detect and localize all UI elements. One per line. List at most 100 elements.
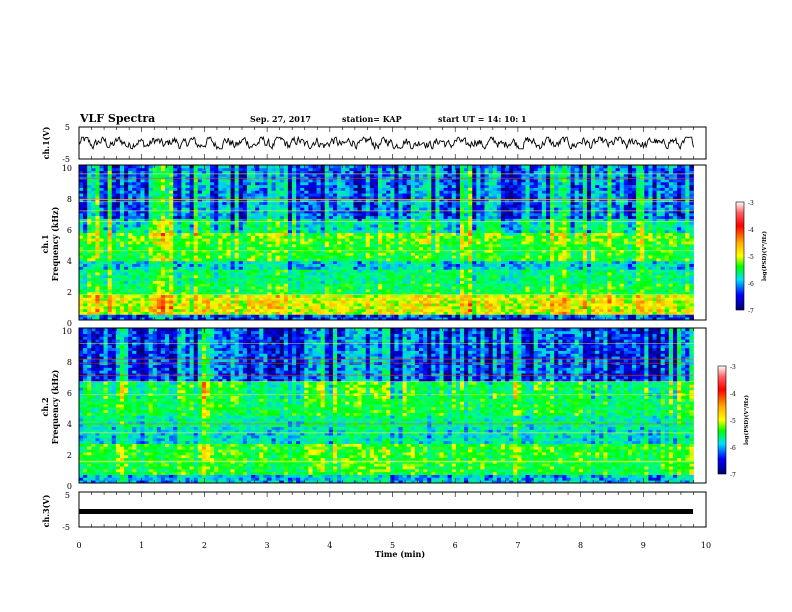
- spec1-cell: [259, 218, 264, 222]
- spec1-cell: [115, 300, 121, 304]
- spec1-cell: [193, 224, 199, 228]
- spec1-cell: [177, 201, 182, 205]
- spec1-cell: [165, 204, 170, 208]
- spec1-cell: [316, 280, 322, 284]
- spec1-cell: [365, 218, 371, 222]
- spec1-cell: [324, 201, 330, 205]
- spec1-cell: [390, 277, 395, 281]
- spec1-cell: [443, 173, 449, 177]
- spec1-cell: [226, 274, 231, 279]
- spec1-cell: [181, 303, 186, 307]
- spec1-cell: [345, 196, 350, 200]
- spec1-cell: [165, 193, 170, 197]
- spec1-cell: [99, 176, 104, 180]
- spec1-cell: [373, 280, 379, 284]
- spec1-cell: [427, 173, 432, 177]
- spec1-cell: [205, 289, 211, 293]
- spec1-cell: [210, 305, 215, 310]
- spec1-cell: [283, 305, 289, 310]
- spec1-cell: [79, 170, 84, 174]
- spec1-cell: [373, 286, 379, 290]
- spec1-cell: [115, 308, 121, 312]
- spec1-cell: [271, 303, 277, 307]
- spec1-cell: [205, 263, 211, 267]
- spec1-cell: [181, 241, 186, 245]
- spec1-cell: [173, 308, 178, 312]
- spec1-cell: [148, 280, 154, 284]
- spec1-cell: [365, 263, 371, 267]
- spec1-cell: [324, 263, 330, 267]
- spec1-cell: [439, 305, 444, 310]
- spec1-cell: [95, 243, 100, 248]
- spec1-cell: [87, 303, 92, 307]
- spec1-cell: [119, 170, 125, 174]
- spec1-cell: [132, 235, 137, 239]
- spec1-cell: [124, 243, 129, 248]
- spec1-cell: [95, 305, 100, 310]
- spec1-cell: [419, 196, 424, 200]
- spec1-cell: [308, 235, 313, 239]
- spec1-cell: [287, 167, 293, 172]
- spec1-cell: [283, 207, 289, 211]
- spec1-cell: [165, 258, 170, 262]
- spec1-cell: [414, 193, 420, 197]
- spec1-cell: [115, 289, 121, 293]
- spec1-cell: [119, 317, 125, 321]
- spec1-cell: [238, 218, 244, 222]
- spec1-cell: [193, 212, 199, 217]
- spec1-cell: [337, 308, 342, 312]
- spec1-cell: [95, 263, 100, 267]
- spec1-cell: [373, 308, 379, 312]
- spec1-cell: [79, 165, 84, 169]
- spec1-cell: [402, 283, 408, 287]
- spec1-cell: [165, 207, 170, 211]
- spec1-cell: [230, 193, 236, 197]
- spec1-cell: [251, 314, 256, 318]
- spec1-cell: [111, 221, 117, 225]
- spec1-cell: [136, 204, 141, 208]
- spec1-cell: [214, 204, 219, 208]
- spec1-cell: [283, 258, 289, 262]
- spec1-cell: [353, 235, 358, 239]
- spec1-cell: [103, 317, 109, 321]
- spec1-cell: [431, 224, 436, 228]
- spec1-cell: [160, 187, 166, 191]
- spec1-cell: [378, 303, 383, 307]
- spec1-cell: [373, 300, 379, 304]
- spec1-cell: [99, 305, 104, 310]
- spec1-cell: [115, 193, 121, 197]
- spec1-cell: [328, 224, 334, 228]
- spec1-cell: [165, 243, 170, 248]
- spec1-cell: [423, 227, 428, 231]
- spec1-cell: [406, 238, 412, 242]
- spec1-cell: [419, 269, 424, 273]
- spec1-cell: [144, 241, 150, 245]
- spec1-cell: [238, 235, 244, 239]
- spec1-cell: [292, 232, 297, 236]
- spec1-cell: [156, 289, 162, 293]
- spec1-cell: [255, 269, 260, 273]
- spec1-cell: [210, 229, 215, 234]
- spec1-cell: [394, 235, 399, 239]
- spec1-cell: [242, 184, 248, 188]
- spec1-cell: [119, 314, 125, 318]
- spec1-cell: [128, 286, 133, 290]
- spec1-cell: [197, 184, 203, 188]
- spec1-cell: [365, 176, 371, 180]
- spec1-cell: [402, 243, 408, 248]
- spec1-cell: [439, 283, 444, 287]
- spec1-cell: [304, 176, 309, 180]
- spec1-cell: [107, 204, 113, 208]
- spec1-cell: [304, 221, 309, 225]
- spec1-cell: [279, 258, 285, 262]
- spec1-cell: [337, 210, 342, 214]
- spec1-cell: [79, 224, 84, 228]
- spec1-cell: [267, 291, 272, 296]
- spec1-cell: [124, 176, 129, 180]
- spec1-cell: [410, 277, 416, 281]
- spec1-cell: [296, 283, 301, 287]
- spec1-cell: [365, 289, 371, 293]
- spec1-cell: [316, 289, 322, 293]
- spec1-cell: [431, 193, 436, 197]
- spec1-cell: [427, 243, 432, 248]
